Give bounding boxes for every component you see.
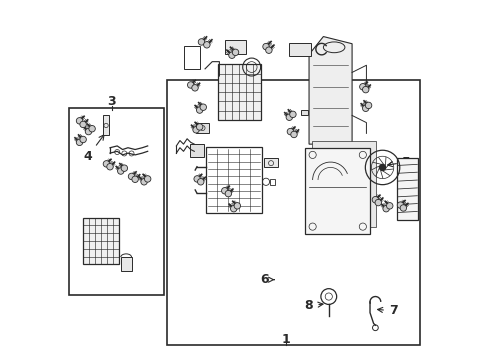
Bar	[217, 64, 260, 120]
Polygon shape	[308, 37, 351, 144]
Circle shape	[80, 121, 86, 128]
Circle shape	[365, 102, 371, 109]
Bar	[183, 45, 199, 69]
Circle shape	[262, 43, 269, 50]
Bar	[264, 158, 277, 167]
Bar	[224, 40, 246, 54]
Circle shape	[85, 129, 92, 135]
Bar	[396, 158, 418, 220]
Circle shape	[382, 206, 388, 212]
Circle shape	[362, 105, 368, 112]
Circle shape	[232, 49, 238, 55]
Circle shape	[230, 206, 237, 212]
Circle shape	[265, 47, 271, 53]
Circle shape	[224, 190, 231, 197]
Bar	[196, 123, 208, 134]
Circle shape	[117, 168, 124, 174]
Circle shape	[198, 39, 204, 45]
Text: 5: 5	[387, 156, 410, 168]
Circle shape	[371, 197, 378, 203]
Circle shape	[374, 199, 381, 206]
Text: 8: 8	[304, 299, 322, 312]
Text: 7: 7	[377, 305, 397, 318]
Circle shape	[103, 161, 109, 167]
Circle shape	[89, 126, 95, 132]
Bar	[190, 144, 204, 157]
Circle shape	[76, 118, 82, 124]
Bar	[205, 147, 261, 213]
Text: 6: 6	[260, 273, 274, 286]
Circle shape	[128, 173, 135, 180]
Circle shape	[290, 131, 297, 138]
Circle shape	[359, 84, 366, 90]
Circle shape	[228, 52, 235, 58]
Circle shape	[285, 114, 292, 121]
Circle shape	[191, 85, 198, 91]
Text: 4: 4	[83, 135, 104, 163]
Text: 3: 3	[107, 95, 116, 108]
Circle shape	[132, 176, 138, 183]
Circle shape	[76, 139, 82, 145]
Bar	[167, 80, 419, 345]
Circle shape	[362, 86, 368, 93]
Circle shape	[200, 104, 206, 111]
Circle shape	[141, 179, 147, 185]
Circle shape	[234, 203, 240, 209]
Circle shape	[396, 202, 403, 208]
Circle shape	[121, 165, 127, 171]
Circle shape	[386, 203, 392, 209]
Bar	[311, 141, 376, 227]
Bar	[83, 218, 119, 264]
Text: 2: 2	[229, 187, 238, 206]
Circle shape	[286, 129, 293, 135]
Bar	[69, 108, 163, 295]
Circle shape	[196, 124, 203, 130]
Circle shape	[106, 163, 113, 170]
Circle shape	[221, 188, 227, 194]
Circle shape	[399, 205, 406, 211]
Circle shape	[144, 176, 151, 182]
Circle shape	[203, 41, 210, 48]
Circle shape	[379, 165, 385, 171]
Bar	[102, 116, 109, 135]
Bar	[305, 148, 369, 234]
Circle shape	[197, 179, 203, 185]
Circle shape	[192, 127, 199, 133]
Circle shape	[196, 107, 203, 113]
Bar	[289, 42, 310, 56]
Bar	[269, 179, 274, 185]
Circle shape	[187, 82, 194, 88]
Circle shape	[289, 111, 296, 118]
Circle shape	[80, 136, 86, 143]
Circle shape	[194, 176, 200, 182]
Text: 1: 1	[281, 333, 289, 346]
Bar	[121, 257, 131, 271]
Bar	[301, 110, 307, 116]
